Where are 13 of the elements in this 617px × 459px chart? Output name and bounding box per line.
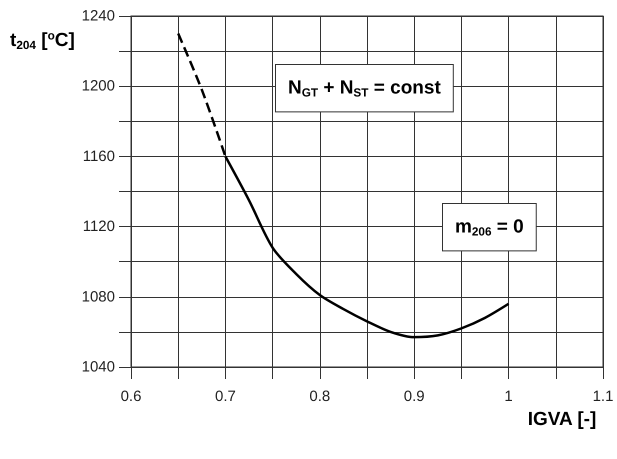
- y-tick-label: 1080: [82, 288, 115, 306]
- y-tick-label: 1040: [82, 358, 115, 376]
- x-tick-label: 1.1: [592, 388, 614, 405]
- x-tick-label: 0.8: [309, 388, 330, 405]
- y-tick-label: 1240: [82, 8, 115, 24]
- y-tick-label: 1120: [82, 218, 115, 236]
- x-tick-label: 0.6: [120, 388, 142, 405]
- y-tick-label: 1200: [82, 78, 115, 95]
- x-tick-label: 0.7: [214, 388, 236, 405]
- x-axis-title: IGVA [-]: [528, 409, 596, 430]
- x-tick-label: 1: [504, 388, 513, 405]
- x-tick-label: 0.9: [404, 388, 425, 405]
- y-tick-label: 1160: [82, 148, 115, 165]
